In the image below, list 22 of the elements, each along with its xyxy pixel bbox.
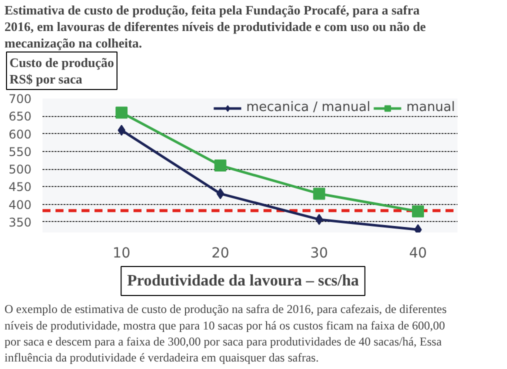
y-tick-label: 700: [8, 92, 32, 106]
y-tick-label: 600: [8, 127, 32, 142]
y-tick-label: 450: [8, 180, 32, 194]
point: [412, 205, 424, 218]
point: [116, 106, 128, 119]
x-tick-label: 20: [211, 246, 230, 262]
y-tick-label: 650: [8, 110, 32, 124]
chart-title: Estimativa de custo de produção, feita pela Fundação Procafé, para a safra 2016, em lavouras de diferentes níveis de produtividade e com uso ou não de mecanização na colheita.: [4, 2, 426, 50]
point: [313, 188, 326, 200]
y-tick-label: 500: [8, 162, 32, 177]
point: [214, 160, 226, 172]
y-tick-label: 400: [8, 198, 32, 212]
x-axis-title: Produtividade da lavoura – scs/ha: [127, 272, 359, 290]
legend-label: manual: [406, 100, 455, 115]
y-axis-title: Custo de produção RS$ por saca: [10, 55, 114, 86]
y-tick-label: 350: [8, 215, 32, 230]
x-tick-label: 10: [112, 246, 130, 262]
y-tick-label: 550: [8, 144, 32, 159]
x-tick-label: 30: [310, 246, 328, 262]
x-tick-label: 40: [409, 246, 427, 262]
legend-label: mecanica / manual: [246, 100, 370, 115]
text: O exemplo de estimativa de custo de produção na safra de 2016, para cafezais, de diferentes níveis de produtividade, mostra que para 10 sacas por há os custos ficam na faixa de 600,00 por saca e descem para a faixa de 300,00 por saca para produtividades de 40 sacas/há, Essa influência da produtividade é verdadeira em quaisquer das safras.: [4, 302, 447, 364]
